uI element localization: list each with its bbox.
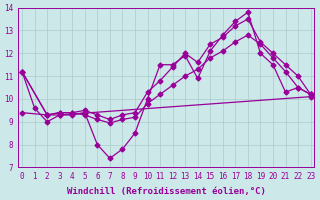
X-axis label: Windchill (Refroidissement éolien,°C): Windchill (Refroidissement éolien,°C) [67, 187, 266, 196]
